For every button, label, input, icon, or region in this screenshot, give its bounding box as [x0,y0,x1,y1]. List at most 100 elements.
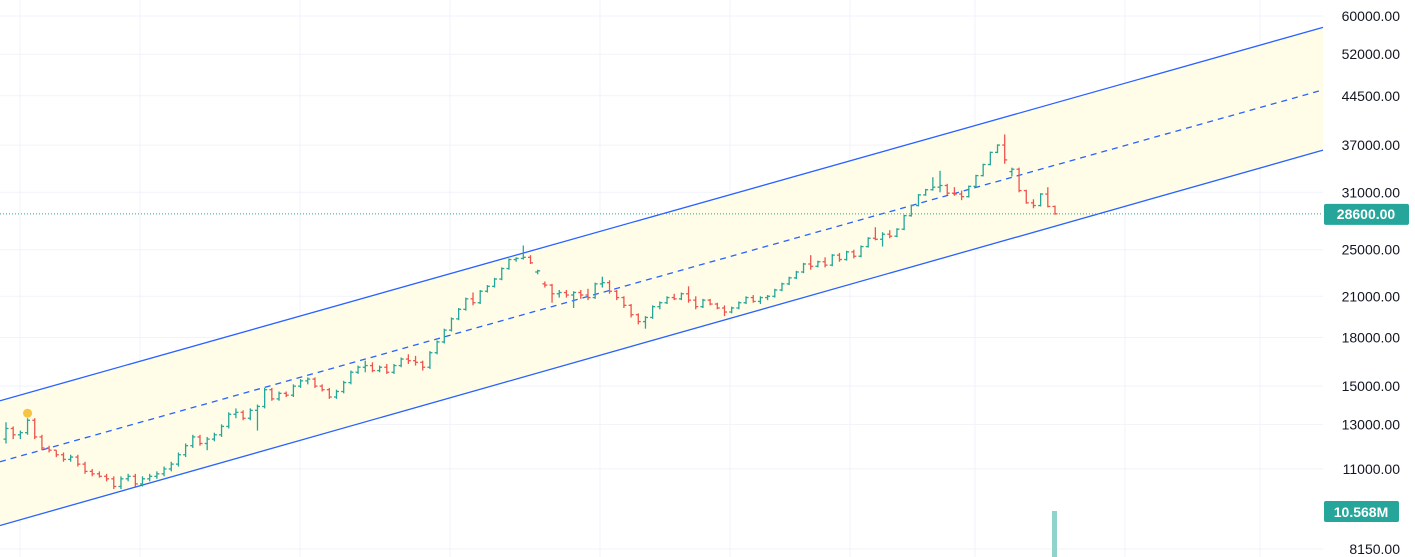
ohlc-bar[interactable] [987,151,993,166]
ohlc-bar[interactable] [132,473,138,487]
ohlc-bar[interactable] [96,471,102,478]
ohlc-bar[interactable] [68,454,74,462]
ohlc-bar[interactable] [10,426,16,440]
ohlc-bar[interactable] [305,377,311,385]
price-bars[interactable] [3,134,1058,490]
ohlc-bar[interactable] [1038,193,1044,207]
ohlc-bar[interactable] [111,476,117,490]
ohlc-bar[interactable] [650,305,656,319]
ohlc-bar[interactable] [262,387,268,409]
ohlc-bar[interactable] [53,449,59,458]
ohlc-bar[interactable] [60,452,66,462]
ohlc-bar[interactable] [312,377,318,388]
ohlc-bar[interactable] [944,183,950,195]
ohlc-bar[interactable] [269,387,275,401]
ohlc-bar[interactable] [384,363,390,374]
ohlc-bar[interactable] [937,170,943,193]
ohlc-bar[interactable] [211,432,217,442]
ohlc-bar[interactable] [973,174,979,188]
ohlc-bar[interactable] [542,281,548,288]
ohlc-bar[interactable] [348,370,354,385]
ohlc-bar[interactable] [46,445,52,453]
ohlc-bar[interactable] [851,249,857,259]
ohlc-bar[interactable] [154,471,160,479]
ohlc-bar[interactable] [276,391,282,401]
ohlc-bar[interactable] [571,291,577,308]
ohlc-bar[interactable] [535,269,541,275]
ohlc-bar[interactable] [420,360,426,371]
ohlc-bar[interactable] [678,292,684,301]
ohlc-bar[interactable] [506,258,512,270]
ohlc-bar[interactable] [880,232,886,247]
ohlc-bar[interactable] [836,252,842,262]
ohlc-bar[interactable] [190,434,196,448]
channel-upper-line[interactable] [0,26,1324,402]
ohlc-bar[interactable] [298,379,304,388]
ohlc-bar[interactable] [607,280,613,294]
ohlc-bar[interactable] [168,461,174,472]
ohlc-bar[interactable] [793,270,799,280]
ohlc-bar[interactable] [729,306,735,314]
ohlc-bar[interactable] [334,389,340,399]
ohlc-bar[interactable] [499,267,505,281]
ohlc-bar[interactable] [254,404,260,431]
ohlc-bar[interactable] [908,204,914,217]
ohlc-bar[interactable] [448,317,454,332]
ohlc-bar[interactable] [772,288,778,298]
ohlc-bar[interactable] [1030,199,1036,209]
ohlc-bar[interactable] [247,408,253,421]
ohlc-bar[interactable] [1016,167,1022,193]
ohlc-bar[interactable] [118,476,124,490]
ohlc-bar[interactable] [398,357,404,368]
ohlc-bar[interactable] [844,250,850,261]
ohlc-bar[interactable] [204,436,210,451]
ohlc-bar[interactable] [980,163,986,177]
ohlc-bar[interactable] [82,461,88,474]
ohlc-bar[interactable] [865,237,871,248]
ohlc-bar[interactable] [240,410,246,421]
ohlc-bar[interactable] [3,422,9,444]
ohlc-bar[interactable] [355,365,361,374]
ohlc-bar[interactable] [528,255,533,264]
ohlc-bar[interactable] [405,354,411,364]
ohlc-bar[interactable] [25,418,31,435]
ohlc-bar[interactable] [183,443,189,458]
ohlc-bar[interactable] [104,473,110,482]
ohlc-bar[interactable] [463,297,469,311]
ohlc-bar[interactable] [887,230,893,239]
event-marker-icon[interactable] [23,408,33,418]
ohlc-bar[interactable] [915,194,921,207]
ohlc-bar[interactable] [456,307,462,321]
ohlc-bar[interactable] [951,187,957,196]
ohlc-bar[interactable] [801,262,807,274]
ohlc-bar[interactable] [89,468,95,477]
ohlc-bar[interactable] [686,286,692,303]
ohlc-bar[interactable] [441,328,447,344]
ohlc-bar[interactable] [17,430,23,440]
ohlc-bar[interactable] [693,296,699,310]
ohlc-bar[interactable] [894,228,900,238]
ohlc-bar[interactable] [39,434,45,451]
ohlc-bar[interactable] [391,363,397,374]
channel-lower-line[interactable] [0,149,1324,527]
ohlc-bar[interactable] [707,298,713,306]
ohlc-bar[interactable] [140,476,146,487]
ohlc-bar[interactable] [599,276,605,288]
ohlc-bar[interactable] [736,301,742,310]
ohlc-bar[interactable] [1023,189,1029,204]
ohlc-bar[interactable] [513,257,519,262]
ohlc-bar[interactable] [233,408,239,419]
ohlc-bar[interactable] [779,282,785,292]
ohlc-bar[interactable] [635,313,641,325]
ohlc-bar[interactable] [664,296,670,305]
ohlc-bar[interactable] [822,257,828,268]
ohlc-bar[interactable] [743,296,749,305]
ohlc-bar[interactable] [592,282,598,299]
ohlc-bar[interactable] [161,466,167,477]
ohlc-bar[interactable] [765,295,771,301]
ohlc-bar[interactable] [808,255,814,270]
ohlc-bar[interactable] [786,276,792,286]
ohlc-bar[interactable] [858,245,864,258]
ohlc-bar[interactable] [341,380,347,394]
